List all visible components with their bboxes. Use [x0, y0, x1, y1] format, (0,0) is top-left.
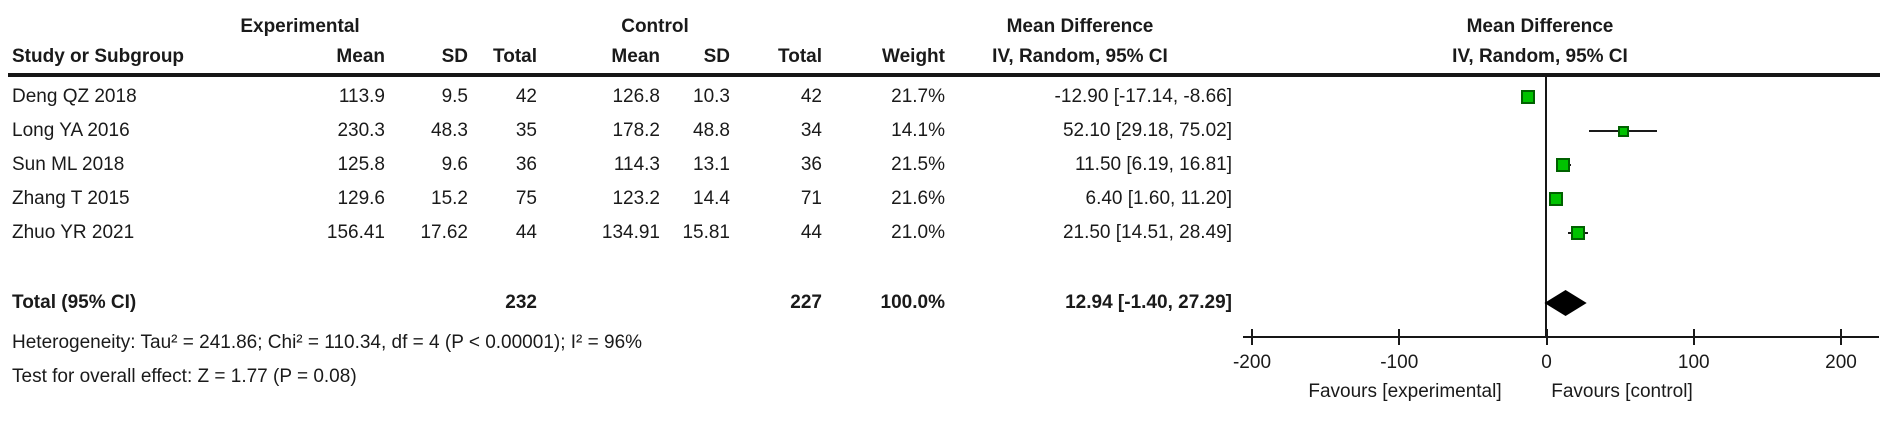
cell-exp-mean: 113.9 [338, 86, 385, 107]
cell-exp-mean: 230.3 [337, 120, 385, 141]
cell-ctrl-sd: 14.4 [693, 188, 730, 209]
cell-ctrl-total: 36 [800, 154, 822, 175]
cell-weight: 21.7% [891, 86, 945, 107]
total-ctrl-total: 227 [790, 292, 822, 313]
effect-square [1556, 158, 1571, 172]
cell-exp-total: 42 [515, 86, 537, 107]
study-row: Deng QZ 2018 113.9 9.5 42 126.8 10.3 42 21.7% -1… [0, 86, 1901, 108]
column-header-exp-mean: Mean [336, 46, 385, 67]
cell-weight: 21.0% [891, 222, 945, 243]
cell-study: Sun ML 2018 [12, 154, 125, 175]
cell-exp-total: 75 [515, 188, 537, 209]
cell-exp-sd: 15.2 [431, 188, 468, 209]
column-header-ci: IV, Random, 95% CI [992, 46, 1168, 67]
study-row: Zhang T 2015 129.6 15.2 75 123.2 14.4 71 21.6% 6… [0, 188, 1901, 210]
cell-ctrl-mean: 114.3 [613, 154, 660, 175]
total-exp-total: 232 [505, 292, 537, 313]
zero-line [1545, 76, 1547, 337]
cell-ctrl-sd: 10.3 [693, 86, 730, 107]
cell-exp-sd: 9.5 [441, 86, 468, 107]
favours-left-label: Favours [experimental] [1308, 381, 1502, 402]
cell-ci-text: 11.50 [6.19, 16.81] [1074, 154, 1232, 175]
header-divider-rule [8, 73, 1880, 77]
axis-tick-label: -200 [1232, 352, 1272, 373]
total-row: Total (95% CI) 232 227 100.0% 12.94 [-1.… [0, 292, 1901, 314]
total-ci-text: 12.94 [-1.40, 27.29] [1065, 292, 1232, 313]
control-group-header: Control [621, 16, 689, 37]
effect-square [1520, 90, 1535, 104]
cell-ctrl-total: 42 [800, 86, 822, 107]
cell-ctrl-total: 34 [800, 120, 822, 141]
heterogeneity-note: Heterogeneity: Tau² = 241.86; Chi² = 110… [12, 332, 643, 353]
cell-ctrl-sd: 48.8 [693, 120, 730, 141]
axis-tick-label: 0 [1541, 352, 1552, 373]
cell-study: Long YA 2016 [12, 120, 130, 141]
cell-study: Zhuo YR 2021 [12, 222, 135, 243]
axis-tick-label: -100 [1380, 352, 1419, 373]
effect-column-title: Mean Difference [1006, 16, 1154, 37]
column-header-ctrl-mean: Mean [611, 46, 660, 67]
cell-ctrl-mean: 134.91 [601, 222, 660, 243]
total-label: Total (95% CI) [12, 292, 137, 313]
cell-ctrl-total: 44 [800, 222, 822, 243]
axis-tick [1840, 329, 1842, 345]
axis-tick-label: 200 [1825, 352, 1857, 373]
cell-exp-total: 36 [515, 154, 537, 175]
cell-exp-mean: 156.41 [326, 222, 385, 243]
cell-exp-mean: 129.6 [337, 188, 385, 209]
cell-ctrl-mean: 123.2 [612, 188, 660, 209]
cell-exp-sd: 48.3 [431, 120, 468, 141]
overall-effect-note: Test for overall effect: Z = 1.77 (P = 0… [12, 366, 357, 387]
axis-tick [1251, 329, 1253, 345]
axis-tick [1545, 329, 1548, 345]
column-header-exp-total: Total [493, 46, 537, 67]
cell-study: Zhang T 2015 [12, 188, 130, 209]
column-header-ctrl-sd: SD [703, 46, 730, 67]
axis-tick [1398, 329, 1401, 345]
cell-study: Deng QZ 2018 [12, 86, 137, 107]
cell-ci-text: 52.10 [29.18, 75.02] [1062, 120, 1232, 141]
column-header-weight: Weight [882, 46, 945, 67]
favours-right-label: Favours [control] [1551, 381, 1693, 402]
cell-weight: 21.5% [891, 154, 945, 175]
column-header-study: Study or Subgroup [12, 46, 185, 67]
study-row: Long YA 2016 230.3 48.3 35 178.2 48.8 34 14.1% 5… [0, 120, 1901, 142]
cell-ctrl-sd: 15.81 [682, 222, 730, 243]
effect-square [1548, 192, 1563, 206]
cell-ctrl-total: 71 [800, 188, 822, 209]
x-axis-line [1243, 336, 1879, 338]
column-header-exp-sd: SD [441, 46, 468, 67]
total-weight: 100.0% [880, 292, 945, 313]
experimental-group-header: Experimental [240, 16, 360, 37]
plot-effect-subtitle: IV, Random, 95% CI [1452, 46, 1628, 67]
cell-weight: 14.1% [891, 120, 945, 141]
cell-ci-text: 21.50 [14.51, 28.49] [1062, 222, 1232, 243]
effect-square [1617, 125, 1629, 137]
study-row: Zhuo YR 2021 156.41 17.62 44 134.91 15.81 44 21… [0, 222, 1901, 244]
cell-ctrl-sd: 13.1 [693, 154, 730, 175]
cell-exp-sd: 17.62 [420, 222, 468, 243]
axis-tick [1692, 329, 1695, 345]
effect-square [1571, 226, 1586, 240]
cell-ci-text: -12.90 [-17.14, -8.66] [1054, 86, 1232, 107]
cell-exp-total: 44 [515, 222, 537, 243]
cell-exp-total: 35 [515, 120, 537, 141]
axis-tick-label: 100 [1677, 352, 1710, 373]
study-row: Sun ML 2018 125.8 9.6 36 114.3 13.1 36 21.5% 11.… [0, 154, 1901, 176]
cell-exp-mean: 125.8 [337, 154, 385, 175]
column-header-ctrl-total: Total [778, 46, 822, 67]
plot-effect-title: Mean Difference [1466, 16, 1614, 37]
cell-weight: 21.6% [891, 188, 945, 209]
cell-ctrl-mean: 126.8 [612, 86, 660, 107]
cell-ci-text: 6.40 [1.60, 11.20] [1085, 188, 1233, 209]
cell-exp-sd: 9.6 [441, 154, 468, 175]
cell-ctrl-mean: 178.2 [612, 120, 660, 141]
